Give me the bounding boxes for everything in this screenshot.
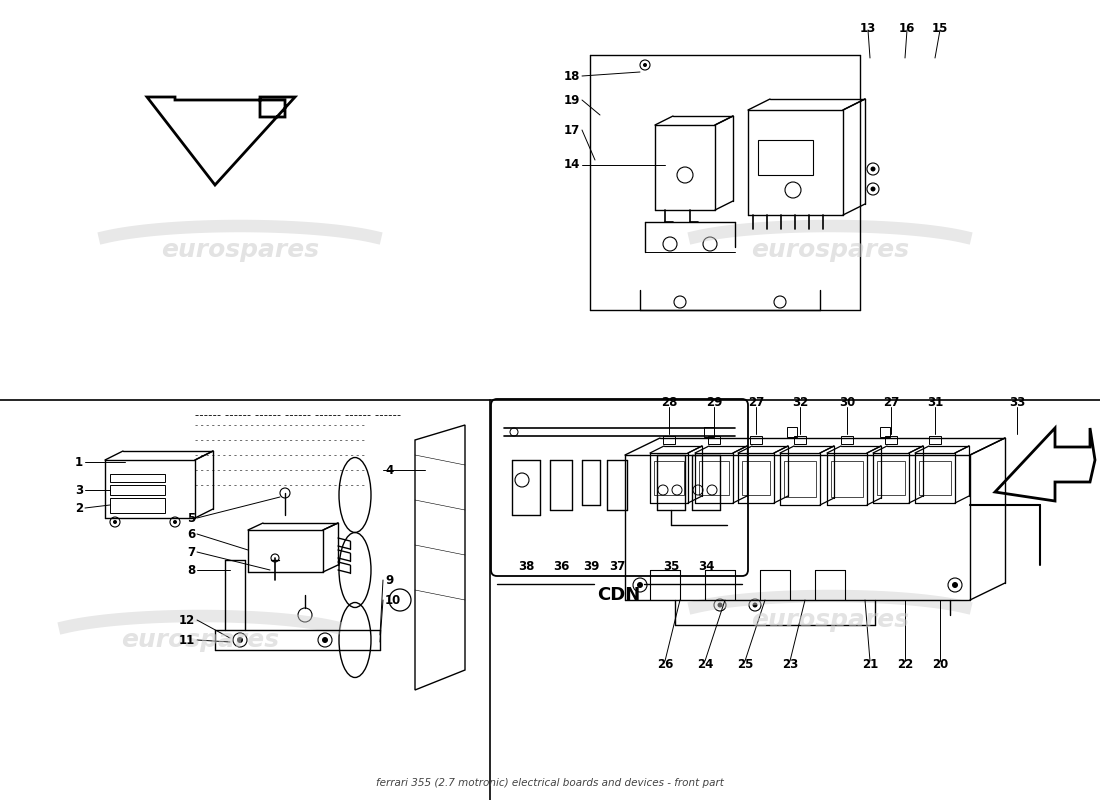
FancyBboxPatch shape [491,399,748,576]
Bar [704,427,714,437]
Text: 20: 20 [932,658,948,671]
Circle shape [173,520,177,524]
Bar [794,436,806,444]
Circle shape [644,63,647,67]
Text: 12: 12 [178,614,195,626]
Circle shape [113,520,117,524]
Bar [663,436,675,444]
Bar [886,436,896,444]
Text: 7: 7 [187,546,195,558]
Text: 35: 35 [663,561,679,574]
Circle shape [637,582,644,588]
Text: 27: 27 [883,397,899,410]
Bar [784,461,816,497]
Bar [918,461,952,495]
Text: 34: 34 [697,561,714,574]
Bar [750,436,762,444]
Text: 29: 29 [706,397,723,410]
Bar [842,436,852,444]
Text: eurospares: eurospares [161,238,319,262]
Text: 13: 13 [860,22,876,34]
Text: 3: 3 [75,483,82,497]
Text: 39: 39 [583,561,600,574]
Text: 32: 32 [792,397,808,410]
Text: 8: 8 [187,563,195,577]
Text: 26: 26 [657,658,673,671]
Bar [742,461,770,495]
Text: 10: 10 [385,594,402,606]
Circle shape [870,186,876,191]
Text: 33: 33 [1009,397,1025,410]
Text: 28: 28 [661,397,678,410]
Text: 4: 4 [385,463,394,477]
Bar [880,427,890,437]
Text: ferrari 355 (2.7 motronic) electrical boards and devices - front part: ferrari 355 (2.7 motronic) electrical bo… [376,778,724,788]
Text: 1: 1 [75,455,82,469]
Text: eurospares: eurospares [751,238,909,262]
Bar [830,461,864,497]
Text: 17: 17 [563,123,580,137]
Circle shape [717,602,723,607]
Text: 11: 11 [178,634,195,646]
Text: 21: 21 [862,658,878,671]
Text: 16: 16 [899,22,915,34]
Text: 23: 23 [782,658,799,671]
Text: 5: 5 [187,511,195,525]
Circle shape [236,637,243,643]
Text: 37: 37 [609,561,625,574]
Text: 22: 22 [896,658,913,671]
Text: 27: 27 [748,397,764,410]
Text: 19: 19 [563,94,580,106]
Polygon shape [996,428,1094,501]
Text: CDN: CDN [597,586,640,604]
Circle shape [752,602,758,607]
Bar [708,436,720,444]
Circle shape [870,166,876,171]
Text: 9: 9 [385,574,394,586]
Text: 15: 15 [932,22,948,34]
Circle shape [952,582,958,588]
Text: eurospares: eurospares [751,608,909,632]
Text: 36: 36 [553,561,569,574]
Text: 2: 2 [75,502,82,514]
Text: 18: 18 [563,70,580,82]
Text: 25: 25 [737,658,754,671]
Bar [654,461,684,495]
Text: 14: 14 [563,158,580,171]
Text: 24: 24 [696,658,713,671]
Text: 31: 31 [927,397,943,410]
Bar [698,461,729,495]
Bar [930,436,940,444]
Bar [877,461,905,495]
Text: 38: 38 [518,561,535,574]
Bar [110,498,165,513]
Bar [110,474,165,482]
Circle shape [322,637,328,643]
Polygon shape [147,97,295,185]
Bar [110,485,165,495]
Bar [786,427,798,437]
Text: 30: 30 [839,397,855,410]
Text: eurospares: eurospares [121,628,279,652]
Bar [758,140,813,175]
Text: 6: 6 [187,527,195,541]
